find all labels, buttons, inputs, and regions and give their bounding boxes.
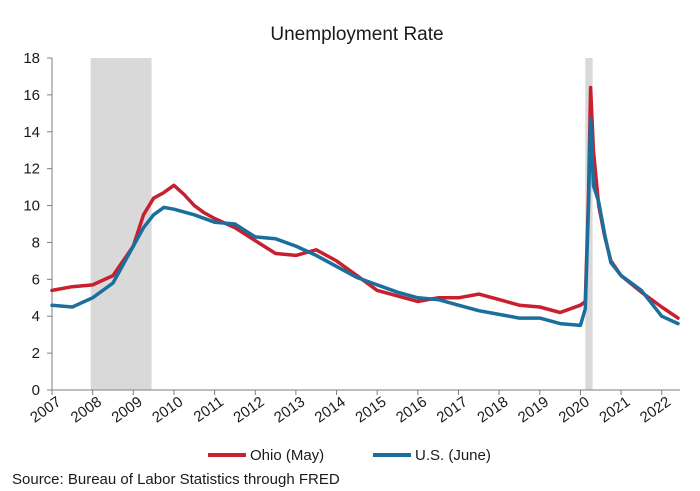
legend-label-us: U.S. (June) bbox=[415, 447, 491, 464]
y-tick-label: 16 bbox=[23, 87, 40, 104]
y-tick-label: 0 bbox=[32, 382, 40, 399]
y-axis-ticks: 0 2 4 6 8 10 12 14 16 18 bbox=[23, 50, 52, 399]
y-tick-label: 12 bbox=[23, 161, 40, 178]
recession-band-0 bbox=[90, 58, 152, 390]
series-line-us bbox=[50, 117, 680, 328]
legend: Ohio (May) U.S. (June) bbox=[208, 447, 491, 464]
y-tick-label: 2 bbox=[32, 345, 40, 362]
series-lines bbox=[50, 85, 680, 328]
y-tick-label: 8 bbox=[32, 234, 40, 251]
y-tick-label: 18 bbox=[23, 50, 40, 67]
y-tick-label: 6 bbox=[32, 271, 40, 288]
legend-label-ohio: Ohio (May) bbox=[250, 447, 324, 464]
axes bbox=[51, 58, 680, 391]
y-tick-label: 4 bbox=[32, 308, 40, 325]
source-note: Source: Bureau of Labor Statistics throu… bbox=[12, 471, 340, 488]
y-tick-label: 14 bbox=[23, 124, 40, 141]
series-line-ohio bbox=[50, 85, 680, 320]
y-tick-label: 10 bbox=[23, 198, 40, 215]
chart-title: Unemployment Rate bbox=[270, 24, 443, 45]
